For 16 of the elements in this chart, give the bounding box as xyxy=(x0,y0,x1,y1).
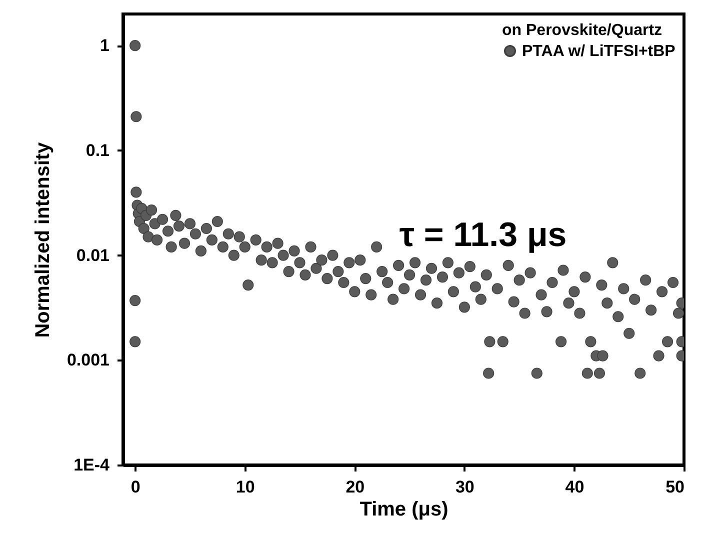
y-tick-label: 0.01 xyxy=(76,246,110,265)
x-tick-label: 30 xyxy=(455,478,474,496)
y-tick-label: 1E-4 xyxy=(74,456,110,474)
x-tick-label: 10 xyxy=(236,478,255,496)
y-tick-label: 0.001 xyxy=(66,350,110,370)
annotation: τ = 11.3 μs xyxy=(399,216,567,254)
x-axis-title: Time (μs) xyxy=(360,498,448,520)
x-tick-label: 40 xyxy=(565,478,584,496)
y-axis-title: Normalized intensity xyxy=(32,141,54,338)
legend-title: on Perovskite/Quartz xyxy=(502,22,662,39)
x-tick-label: 0 xyxy=(130,478,140,496)
legend-label: PTAA w/ LiTFSI+tBP xyxy=(522,43,676,60)
y-tick-label: 0.1 xyxy=(86,140,110,160)
x-tick-label: 50 xyxy=(666,478,684,496)
y-tick-label: 1 xyxy=(100,36,110,56)
x-tick-label: 20 xyxy=(346,478,365,496)
